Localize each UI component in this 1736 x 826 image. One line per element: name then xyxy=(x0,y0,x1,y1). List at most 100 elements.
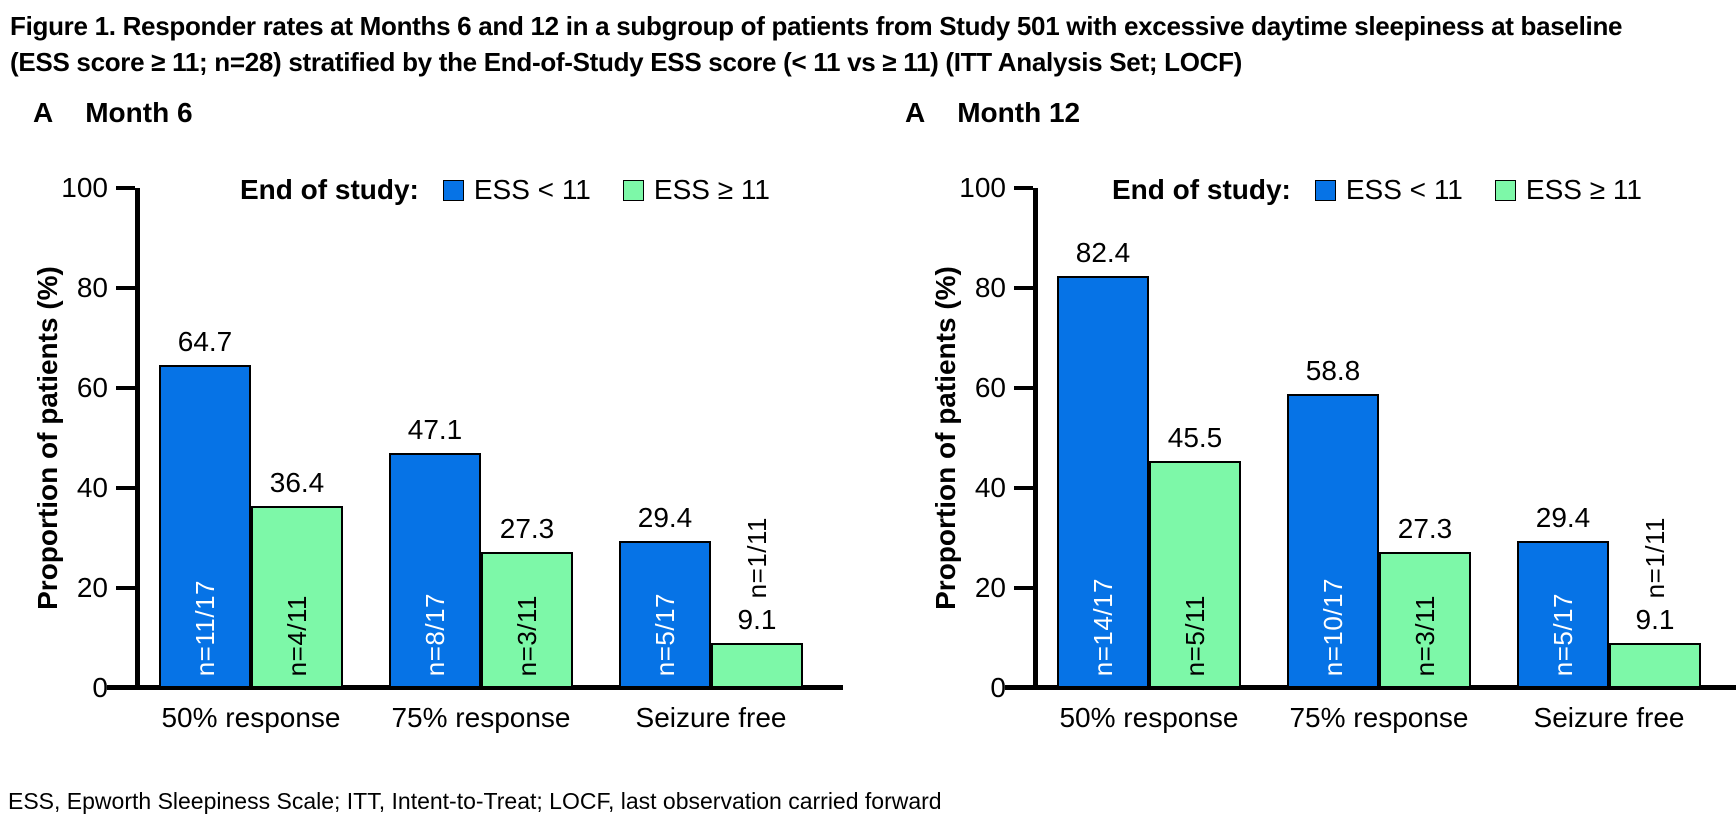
legend-item-ess-lt-11: ESS < 11 xyxy=(442,174,591,206)
y-tick-mark xyxy=(1014,586,1033,590)
panel-label: A Month 6 xyxy=(33,97,193,129)
bar-count-text: n=5/11 xyxy=(1180,594,1210,676)
bar-value-label: 82.4 xyxy=(1075,237,1131,268)
y-tick-label: 80 xyxy=(76,272,108,303)
y-tick-mark xyxy=(116,486,135,490)
y-tick-mark xyxy=(1014,186,1033,190)
bar-value-label: 27.3 xyxy=(1397,512,1453,544)
bar-count-text: n=10/17 xyxy=(1318,577,1348,676)
bar-ess-lt-11 xyxy=(619,541,711,688)
y-tick-label: 60 xyxy=(76,372,108,403)
bar-count-text: n=1/11 xyxy=(742,517,772,599)
legend-item-text: ESS ≥ 11 xyxy=(1525,174,1642,205)
y-tick-label: 100 xyxy=(959,172,1006,203)
bar-count-label: n=5/11 xyxy=(1149,595,1241,676)
bar-value-label: 29.4 xyxy=(637,502,693,533)
bar-value-label: 9.1 xyxy=(737,603,777,635)
legend-item-ess-ge-11: ESS ≥ 11 xyxy=(1494,174,1642,206)
panel-label: A Month 12 xyxy=(905,97,1080,129)
legend: End of study: ESS < 11 ESS ≥ 11 xyxy=(1112,174,1674,206)
x-category-label: 75% response xyxy=(391,702,571,733)
y-tick-mark xyxy=(116,386,135,390)
bar-count-text: n=5/17 xyxy=(650,592,680,676)
legend-item-ess-lt-11: ESS < 11 xyxy=(1314,174,1463,206)
bar-ess-lt-11 xyxy=(1287,394,1379,688)
bar-value-label: 36.4 xyxy=(269,467,325,498)
bar-ess-lt-11 xyxy=(389,452,481,688)
legend-swatch-green xyxy=(622,179,644,201)
bar-count-label: n=10/17 xyxy=(1287,578,1379,676)
y-tick-mark xyxy=(1014,486,1033,490)
y-tick-mark xyxy=(116,286,135,290)
bar-count-text: n=5/17 xyxy=(1548,592,1578,676)
legend-item-text: ESS < 11 xyxy=(473,174,591,205)
x-category-label: Seizure free xyxy=(1533,702,1685,733)
y-tick-mark xyxy=(1014,286,1033,290)
bar-count-label: n=8/17 xyxy=(389,593,481,676)
bar-count-text: n=4/11 xyxy=(282,594,312,676)
y-axis-label: Proportion of patients (%) xyxy=(32,266,64,610)
bar-ess-ge-11 xyxy=(1149,460,1241,688)
bar-count-label: n=14/17 xyxy=(1057,578,1149,676)
legend-item-ess-ge-11: ESS ≥ 11 xyxy=(622,174,770,206)
bar-count-text: n=11/17 xyxy=(190,579,220,676)
panel-letter: A xyxy=(905,97,926,128)
bar-count-label: n=5/17 xyxy=(1517,593,1609,676)
figure-title-line2: (ESS score ≥ 11; n=28) stratified by the… xyxy=(10,47,1243,77)
y-tick-mark xyxy=(116,586,135,590)
legend-swatch-blue xyxy=(442,179,464,201)
bar-value-label: 64.7 xyxy=(177,325,233,357)
y-axis-label-box: Proportion of patients (%) xyxy=(912,188,980,688)
bar-value-label: 27.3 xyxy=(499,512,555,544)
y-axis-label: Proportion of patients (%) xyxy=(930,266,962,610)
legend-item-text: ESS ≥ 11 xyxy=(653,174,770,205)
bar-count-label: n=1/11 xyxy=(1609,517,1701,598)
y-tick-label: 40 xyxy=(76,472,108,503)
bar-count-label: n=11/17 xyxy=(159,580,251,676)
legend-label: End of study: xyxy=(1112,174,1291,205)
plot-area: 0 20 40 60 80 100 64.7 n=11/17 36.4 n=4/11 50% res… xyxy=(61,172,843,733)
y-tick-label: 100 xyxy=(61,172,108,203)
bar-count-label: n=5/17 xyxy=(619,593,711,676)
x-category-label: 50% response xyxy=(161,702,341,733)
y-tick-label: 40 xyxy=(974,472,1006,503)
bar-value-label: 29.4 xyxy=(1535,502,1591,533)
y-tick-mark xyxy=(116,186,135,190)
bar-ess-lt-11 xyxy=(1517,541,1609,688)
chart-panel-month-12: A Month 12 End of study: ESS < 11 ESS ≥ … xyxy=(872,0,1736,826)
legend: End of study: ESS < 11 ESS ≥ 11 xyxy=(240,174,802,206)
bar-ess-ge-11 xyxy=(1379,551,1471,688)
bar-count-label: n=1/11 xyxy=(711,517,803,598)
figure-footnote: ESS, Epworth Sleepiness Scale; ITT, Inte… xyxy=(8,788,942,814)
bar-count-label: n=4/11 xyxy=(251,595,343,676)
bar-value-label: 47.1 xyxy=(407,413,463,445)
bar-count-text: n=14/17 xyxy=(1088,577,1118,676)
bar-ess-ge-11 xyxy=(1609,642,1701,688)
legend-item-text: ESS < 11 xyxy=(1345,174,1463,205)
y-tick-label: 0 xyxy=(990,672,1006,703)
bar-ess-lt-11 xyxy=(159,364,251,688)
panel-letter: A xyxy=(33,97,54,128)
bar-count-text: n=8/17 xyxy=(420,592,450,676)
bar-count-text: n=3/11 xyxy=(512,594,542,676)
chart-panel-month-6: A Month 6 End of study: ESS < 11 ESS ≥ 1… xyxy=(0,0,864,826)
legend-swatch-green xyxy=(1494,179,1516,201)
y-axis-label-box: Proportion of patients (%) xyxy=(14,188,82,688)
y-tick-mark xyxy=(1014,386,1033,390)
legend-swatch-blue xyxy=(1314,179,1336,201)
figure-title-line1: Figure 1. Responder rates at Months 6 an… xyxy=(10,11,1623,41)
bar-count-text: n=1/11 xyxy=(1640,517,1670,599)
bar-count-text: n=3/11 xyxy=(1410,594,1440,676)
bar-value-label: 9.1 xyxy=(1635,603,1675,635)
panel-title: Month 6 xyxy=(85,97,193,128)
bar-ess-lt-11 xyxy=(1057,276,1149,688)
y-tick-label: 80 xyxy=(974,272,1006,303)
y-tick-label: 0 xyxy=(92,672,108,703)
panel-title: Month 12 xyxy=(957,97,1081,128)
y-tick-label: 20 xyxy=(974,572,1006,603)
figure-title: Figure 1. Responder rates at Months 6 an… xyxy=(10,8,1710,80)
y-tick-label: 20 xyxy=(76,572,108,603)
bar-value-label: 58.8 xyxy=(1305,355,1361,386)
y-tick-label: 60 xyxy=(974,372,1006,403)
